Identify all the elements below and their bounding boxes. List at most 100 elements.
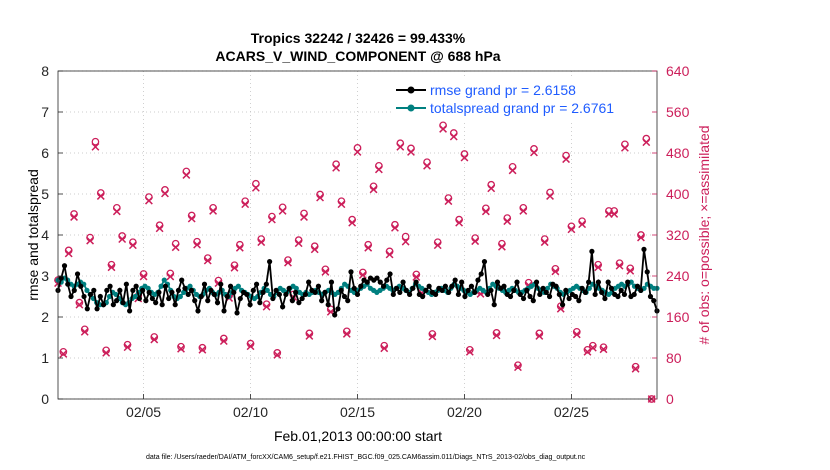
rmse-point [390, 291, 396, 298]
rmse-point [221, 308, 227, 314]
obs-assimilated-stroke [487, 184, 496, 193]
rmse-point [312, 289, 318, 295]
rmse-point [227, 283, 234, 289]
rmse-point [218, 281, 224, 287]
rmse-point [618, 287, 624, 293]
obs-assimilated-stroke [401, 237, 410, 246]
obs-assimilated-stroke [620, 143, 629, 152]
y-tick-left-label: 5 [41, 186, 49, 202]
obs-assimilated-stroke [631, 364, 640, 373]
obs-assimilated-point [342, 329, 351, 338]
obs-assimilated-stroke [572, 330, 581, 339]
rmse-point [338, 287, 344, 293]
rmse-point [253, 281, 260, 287]
obs-assimilated-stroke [128, 241, 137, 250]
rmse-point [71, 287, 77, 293]
rmse-point [605, 279, 611, 285]
rmse-point [293, 289, 299, 295]
obs-assimilated-point [251, 183, 260, 192]
obs-assimilated-point [599, 345, 608, 354]
plot-area [54, 70, 660, 403]
rmse-point [299, 295, 305, 302]
obs-assimilated-stroke [540, 238, 549, 247]
obs-assimilated-point [246, 342, 255, 351]
data-file-footer: data file: /Users/raeder/DAI/ATM_forcXX/… [146, 454, 586, 461]
rmse-point [136, 295, 142, 302]
y-axis-label-left: rmse and totalspread [25, 169, 41, 301]
obs-assimilated-point [487, 184, 496, 193]
obs-assimilated-point [412, 273, 421, 281]
rmse-point [68, 293, 74, 300]
obs-assimilated-point [364, 243, 373, 252]
obs-assimilated-stroke [257, 238, 266, 247]
rmse-point [452, 277, 458, 283]
obs-assimilated-point [444, 197, 453, 206]
rmse-point [380, 283, 387, 289]
obs-assimilated-stroke [118, 235, 127, 244]
obs-assimilated-stroke [407, 148, 415, 156]
obs-assimilated-stroke [107, 263, 116, 272]
obs-assimilated-point [642, 138, 651, 147]
rmse-point [224, 293, 230, 300]
obs-assimilated-point [546, 192, 554, 200]
rmse-point [201, 281, 208, 287]
obs-assimilated-stroke [155, 224, 164, 233]
rmse-point [263, 281, 269, 287]
rmse-point [465, 287, 471, 293]
obs-assimilated-point [257, 238, 266, 247]
rmse-point [455, 291, 462, 298]
rmse-point [524, 287, 530, 293]
rmse-point [107, 283, 113, 289]
y-tick-right-label: 80 [666, 350, 682, 366]
rmse-point [478, 271, 484, 277]
rmse-point [462, 293, 468, 300]
x-tick-label: 02/20 [447, 404, 482, 420]
rmse-point [143, 298, 149, 304]
rmse-point [65, 281, 71, 287]
obs-assimilated-point [96, 192, 105, 200]
rmse-point [413, 279, 419, 285]
obs-possible-point [465, 345, 474, 354]
obs-assimilated-stroke [535, 332, 544, 340]
obs-assimilated-point [530, 148, 538, 157]
obs-assimilated-stroke [369, 185, 378, 194]
rmse-point [166, 295, 172, 302]
obs-assimilated-point [278, 206, 287, 215]
rmse-point [188, 287, 195, 293]
obs-assimilated-point [423, 161, 431, 170]
obs-assimilated-stroke [96, 192, 105, 200]
obs-assimilated-stroke [642, 138, 651, 147]
totalspread-point [293, 285, 299, 291]
rmse-point [634, 283, 641, 289]
rmse-point [576, 298, 582, 304]
obs-assimilated-point [449, 132, 458, 141]
rmse-point [442, 283, 448, 289]
y-tick-left-label: 1 [41, 350, 49, 366]
obs-assimilated-stroke [267, 215, 276, 224]
obs-possible-point [631, 362, 640, 371]
rmse-point [123, 281, 129, 287]
obs-assimilated-stroke [385, 250, 394, 259]
obs-assimilated-point [123, 343, 132, 352]
rmse-point [475, 277, 481, 283]
obs-assimilated-stroke [278, 206, 287, 215]
rmse-point [573, 293, 579, 300]
obs-assimilated-stroke [374, 165, 383, 174]
rmse-point [162, 283, 169, 289]
rmse-point [182, 285, 188, 291]
obs-assimilated-point [583, 347, 592, 356]
rmse-point [332, 312, 338, 318]
rmse-point [468, 283, 475, 289]
rmse-point [631, 291, 637, 298]
obs-assimilated-point [155, 224, 164, 233]
rmse-point [192, 298, 198, 304]
obs-assimilated-point [503, 217, 512, 226]
rmse-point [446, 289, 452, 295]
rmse-point [393, 285, 400, 291]
rmse-point [537, 291, 543, 298]
obs-assimilated-stroke [391, 223, 399, 232]
obs-assimilated-stroke [465, 347, 474, 356]
x-tick-label: 02/10 [233, 404, 268, 420]
y-tick-right-label: 320 [666, 227, 690, 243]
